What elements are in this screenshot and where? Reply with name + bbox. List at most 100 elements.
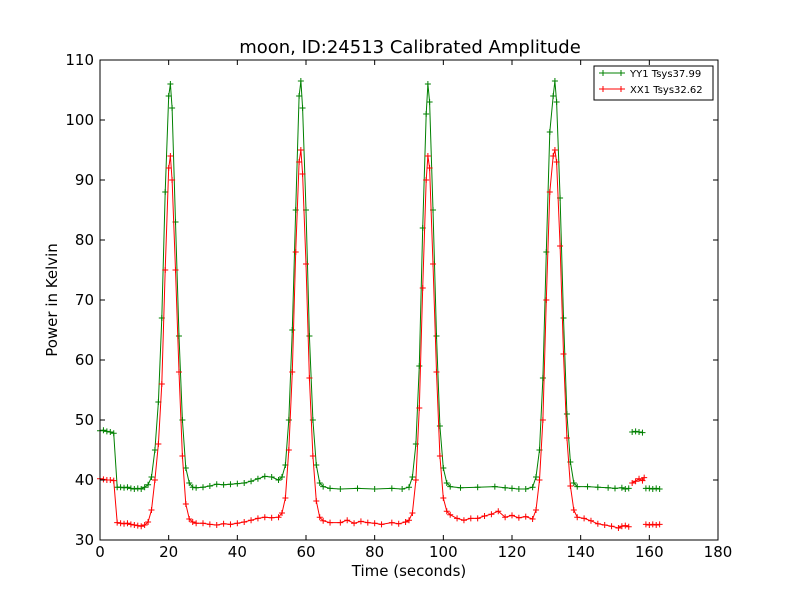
data-point-marker [354, 485, 361, 492]
data-point-marker [570, 507, 577, 513]
data-point-marker [103, 428, 110, 435]
data-point-marker [625, 523, 632, 530]
data-point-marker [220, 520, 227, 527]
data-point-marker [529, 516, 536, 522]
data-point-marker [536, 477, 543, 483]
data-point-marker [416, 405, 423, 411]
data-point-marker [642, 521, 649, 528]
data-point-marker [502, 484, 509, 491]
data-point-marker [297, 147, 304, 153]
data-point-marker [316, 514, 323, 521]
data-point-marker [653, 522, 660, 528]
data-point-marker [636, 429, 643, 435]
data-point-marker [189, 519, 196, 525]
legend-box [593, 65, 714, 101]
data-point-marker [641, 474, 648, 481]
data-point-marker [495, 508, 502, 515]
data-point-marker [241, 519, 248, 525]
data-point-marker [430, 261, 437, 267]
data-point-marker [409, 474, 416, 480]
data-point-marker [371, 520, 378, 527]
data-point-marker [587, 517, 594, 524]
data-point-marker [612, 485, 618, 492]
data-point-marker [419, 285, 426, 291]
data-point-marker [248, 517, 255, 524]
data-point-marker [491, 483, 498, 490]
data-point-marker [179, 453, 186, 459]
data-point-marker [388, 485, 395, 492]
data-point-marker [227, 521, 234, 528]
data-point-marker [618, 484, 625, 491]
data-point-marker [378, 521, 385, 528]
data-point-marker [141, 484, 148, 491]
y-tick-label: 80 [75, 231, 94, 249]
data-point-marker [148, 507, 155, 513]
data-point-marker [618, 523, 625, 530]
data-point-marker [622, 522, 629, 529]
data-point-marker [151, 477, 158, 483]
data-point-marker [515, 514, 522, 521]
data-point-marker [327, 519, 334, 526]
data-point-marker [546, 129, 553, 135]
data-point-marker [553, 159, 560, 165]
data-point-marker [254, 475, 261, 482]
data-point-marker [388, 519, 395, 526]
data-point-marker [220, 481, 227, 488]
data-point-marker [509, 512, 515, 519]
data-point-marker [309, 453, 316, 459]
data-point-marker [337, 519, 344, 526]
data-point-marker [289, 369, 296, 375]
data-point-marker [423, 111, 430, 117]
data-point-marker [639, 429, 646, 436]
data-point-marker [248, 478, 255, 485]
legend-swatch-marker [600, 70, 606, 76]
data-point-marker [107, 429, 114, 435]
data-point-marker [636, 475, 643, 482]
data-point-marker [278, 510, 285, 516]
data-point-marker [241, 480, 248, 486]
data-point-marker [227, 481, 234, 488]
data-point-marker [406, 517, 412, 524]
data-point-marker [124, 520, 131, 527]
x-tick-label: 120 [498, 543, 527, 561]
data-point-marker [474, 515, 481, 522]
data-point-marker [594, 484, 601, 491]
data-point-marker [560, 351, 567, 357]
data-point-marker [443, 508, 450, 515]
data-point-marker [285, 417, 292, 423]
data-point-marker [134, 522, 141, 529]
data-point-marker [117, 520, 124, 527]
data-point-marker [296, 93, 303, 99]
data-point-marker [134, 485, 141, 492]
data-point-marker [138, 486, 145, 492]
x-tick-label: 20 [159, 543, 178, 561]
data-point-marker [550, 93, 557, 99]
data-point-marker [371, 486, 378, 492]
data-point-marker [557, 243, 564, 249]
legend-swatch-marker [618, 86, 624, 92]
data-point-marker [320, 517, 327, 524]
data-point-marker [213, 481, 220, 488]
data-point-marker [172, 267, 179, 273]
data-point-marker [570, 480, 577, 486]
data-point-marker [402, 519, 409, 525]
data-point-marker [313, 498, 320, 504]
data-point-marker [182, 501, 189, 507]
data-point-marker [278, 474, 285, 480]
legend-label-xx1: XX1 Tsys32.62 [630, 85, 703, 96]
plot-area [100, 60, 718, 540]
x-tick-label: 40 [228, 543, 247, 561]
data-point-marker [563, 435, 570, 441]
data-point-marker [268, 514, 275, 521]
x-tick-label: 100 [429, 543, 458, 561]
data-point-marker [213, 522, 220, 528]
legend-swatch-marker [600, 86, 606, 92]
legend-swatch-marker [618, 70, 624, 76]
data-point-marker [306, 333, 313, 339]
data-point-marker [543, 297, 550, 303]
data-point-marker [399, 486, 406, 492]
data-point-marker [299, 171, 306, 177]
data-point-marker [186, 480, 193, 486]
data-point-marker [138, 523, 145, 530]
